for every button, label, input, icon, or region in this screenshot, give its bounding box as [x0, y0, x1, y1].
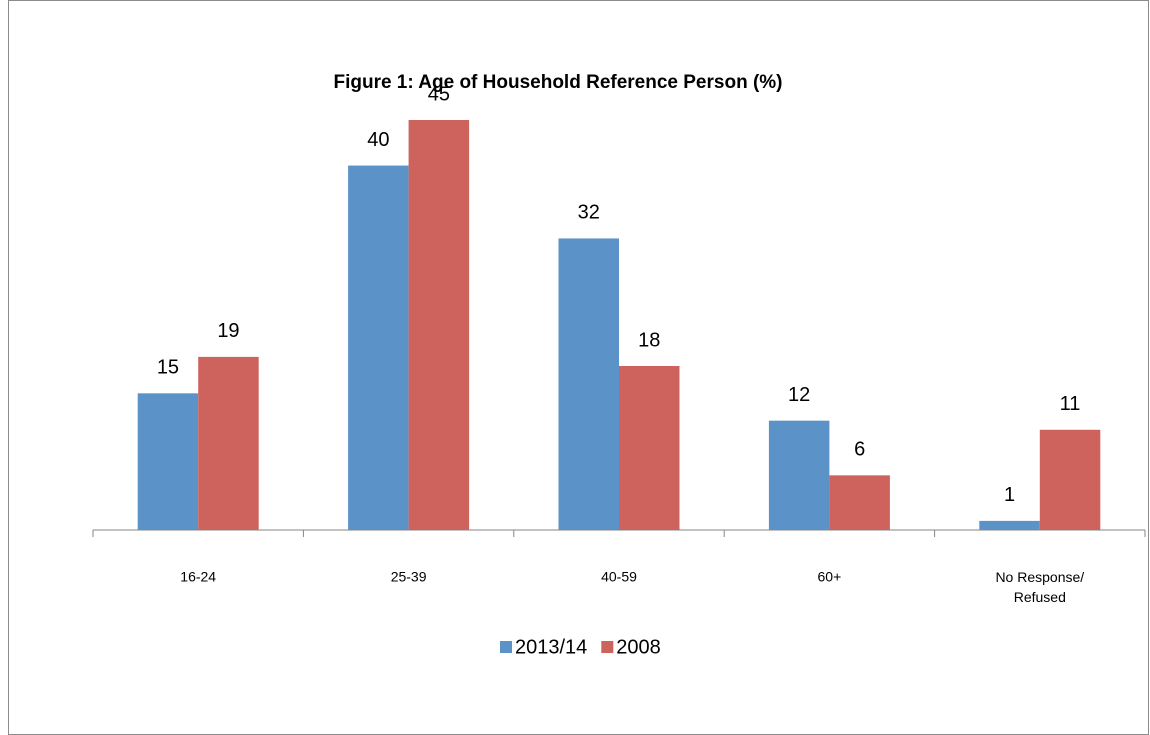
x-tick-label: No Response/Refused [995, 569, 1084, 605]
x-tick-label: 60+ [818, 569, 842, 585]
bar [558, 238, 619, 530]
legend-swatch [500, 641, 512, 653]
data-label: 6 [854, 439, 865, 461]
data-label: 11 [1060, 393, 1081, 415]
legend-label: 2013/14 [515, 636, 587, 658]
data-label: 45 [428, 83, 450, 105]
data-label: 40 [367, 129, 389, 151]
x-tick-label: 40-59 [601, 569, 637, 585]
data-label: 15 [157, 357, 179, 379]
bar [198, 356, 259, 530]
bar [768, 420, 830, 530]
bar [979, 520, 1040, 530]
x-tick-label: 25-39 [391, 569, 427, 585]
bar [408, 120, 470, 530]
bar [829, 475, 890, 530]
legend-label: 2008 [616, 636, 661, 658]
data-label: 19 [217, 320, 239, 342]
bar [137, 393, 199, 530]
legend-swatch [601, 641, 614, 653]
bar [348, 165, 409, 531]
data-label: 12 [788, 384, 810, 406]
chart-title: Figure 1: Age of Household Reference Per… [333, 72, 782, 93]
data-label: 18 [638, 329, 660, 351]
x-tick-label: 16-24 [180, 569, 216, 585]
bar [1039, 429, 1101, 530]
data-label: 32 [578, 202, 600, 224]
bar [619, 366, 680, 530]
data-label: 1 [1004, 484, 1015, 506]
